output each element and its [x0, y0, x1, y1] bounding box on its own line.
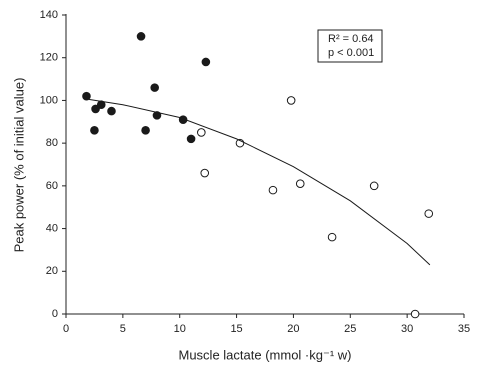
data-point [410, 309, 420, 319]
x-tick-label: 20 [287, 323, 299, 335]
annotation: p < 0.001 [328, 47, 374, 59]
x-tick-label: 0 [63, 323, 69, 335]
y-tick-label: 20 [46, 265, 58, 277]
y-tick-label: 120 [40, 52, 58, 64]
data-point [201, 57, 211, 67]
y-tick-label: 40 [46, 222, 58, 234]
data-point [295, 179, 305, 189]
data-point [107, 106, 116, 116]
x-tick-label: 30 [401, 323, 413, 335]
data-point [286, 96, 296, 105]
data-point [82, 91, 91, 101]
data-point [141, 126, 150, 135]
data-point [268, 185, 278, 195]
y-tick-label: 60 [46, 180, 58, 192]
x-tick-label: 35 [458, 323, 470, 335]
data-point [197, 128, 206, 137]
x-tick-label: 10 [174, 323, 186, 335]
data-point [150, 83, 159, 92]
x-axis-label: Muscle lactate (mmol ·kg⁻¹ w) [179, 347, 352, 362]
data-point [369, 181, 379, 191]
y-axis-label: Peak power (% of initial value) [11, 78, 26, 253]
annotation: R² = 0.64 [328, 33, 374, 45]
fit-line [88, 98, 431, 266]
data-point [136, 32, 146, 41]
data-point [91, 104, 100, 114]
x-tick-label: 25 [344, 323, 356, 335]
data-point [327, 232, 337, 242]
y-tick-label: 100 [40, 94, 58, 106]
data-point [152, 111, 162, 120]
annotation-box [317, 29, 383, 63]
y-tick-label: 140 [40, 9, 58, 21]
data-point [424, 209, 434, 218]
y-tick-label: 80 [46, 137, 58, 149]
x-tick-label: 15 [230, 323, 242, 335]
data-point [186, 134, 196, 144]
x-tick-label: 5 [120, 323, 126, 335]
data-point [200, 168, 210, 178]
data-point [90, 126, 99, 135]
y-tick-label: 0 [52, 308, 58, 320]
